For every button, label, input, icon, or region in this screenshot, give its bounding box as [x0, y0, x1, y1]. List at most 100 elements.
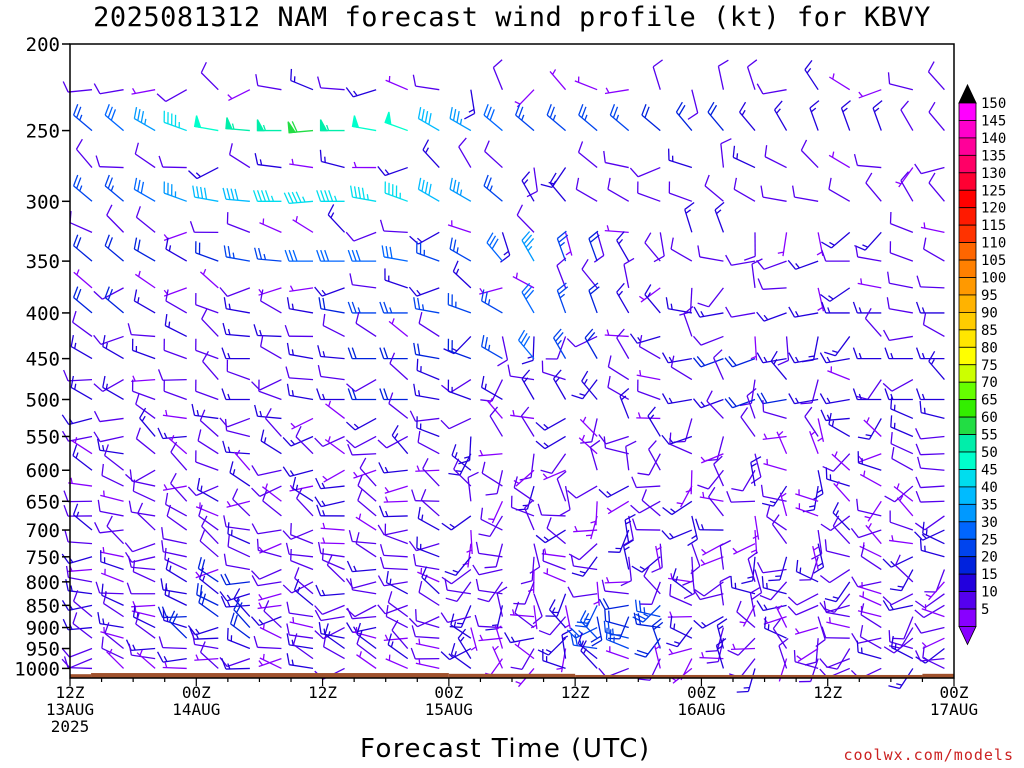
barb-full [189, 221, 195, 233]
barb-full [889, 588, 902, 592]
barb-half [79, 185, 83, 192]
barb-staff [890, 223, 914, 233]
wind-barb [157, 427, 187, 440]
wind-barb [284, 249, 313, 262]
wind-barb [616, 282, 630, 314]
barb-full [412, 74, 417, 87]
wind-barb [859, 591, 882, 606]
wind-barb [189, 221, 219, 234]
barb-full [286, 633, 290, 645]
wind-barb [641, 104, 661, 132]
barb-staff [384, 529, 408, 536]
barb-full [355, 249, 361, 262]
wind-barb [828, 151, 851, 169]
wind-barb [221, 388, 250, 401]
wind-barb [223, 297, 250, 314]
barb-staff [607, 188, 630, 202]
barb-full [761, 502, 774, 507]
barb-staff [556, 238, 567, 262]
barb-staff [543, 469, 566, 481]
barb-full [851, 576, 859, 588]
barb-half [925, 594, 932, 598]
wind-barb [915, 650, 945, 662]
barb-staff [68, 576, 93, 583]
colorbar-label: 105 [981, 253, 1006, 269]
wind-barb [640, 581, 661, 605]
barb-full [719, 575, 731, 583]
barb-full [872, 100, 883, 109]
wind-barb [575, 605, 598, 628]
wind-barb [625, 440, 637, 471]
wind-barb [890, 397, 914, 420]
barb-full [824, 351, 836, 357]
barb-full [578, 104, 584, 116]
wind-barb [104, 104, 124, 132]
y-tick-label: 400 [26, 303, 60, 325]
barb-half [264, 483, 268, 490]
barb-staff [659, 232, 665, 257]
barb-full [716, 638, 727, 646]
barb-half [701, 651, 705, 658]
barb-half [831, 420, 835, 427]
wind-barb [622, 539, 634, 570]
barb-full [349, 273, 353, 285]
barb-full [917, 456, 922, 469]
wind-barb [756, 392, 787, 405]
barb-staff [227, 223, 251, 233]
barb-half [322, 510, 326, 517]
wind-barb [598, 598, 629, 610]
barb-full [546, 517, 552, 529]
barb-full [589, 286, 600, 295]
wind-barb [604, 329, 629, 338]
barb-half [552, 114, 556, 121]
wind-barb [816, 232, 824, 257]
wind-barb [411, 625, 440, 639]
wind-barb [410, 647, 440, 660]
barb-full [196, 186, 200, 198]
barb-staff [134, 153, 156, 169]
barb-staff [774, 109, 788, 131]
wind-barb [227, 522, 251, 545]
wind-barb [524, 499, 535, 531]
barb-full [457, 628, 467, 639]
barb-staff [922, 657, 945, 670]
barb-staff [924, 515, 945, 531]
wind-barb [607, 355, 630, 381]
barb-staff [797, 647, 819, 663]
barb-full [635, 613, 647, 620]
wind-barb [314, 435, 345, 448]
barb-full [582, 613, 590, 625]
x-tick-label: 15AUG [425, 700, 473, 719]
barb-half [357, 307, 361, 314]
wind-barb [922, 313, 945, 338]
wind-barb [466, 530, 473, 555]
barb-staff [691, 89, 699, 114]
barb-staff [813, 485, 819, 510]
barb-staff [451, 653, 472, 669]
barb-staff [260, 346, 282, 360]
barb-full [538, 629, 551, 636]
barb-staff [383, 469, 408, 474]
barb-full [884, 495, 896, 503]
wind-barb [743, 232, 756, 261]
barb-half [70, 477, 73, 484]
wind-barb [135, 392, 156, 419]
barb-staff [417, 441, 440, 455]
barb-half [763, 604, 768, 610]
wind-barb [882, 556, 914, 568]
barb-half [921, 352, 926, 359]
barb-staff [604, 590, 629, 595]
barb-half [163, 234, 169, 240]
barb-staff [296, 497, 314, 517]
ground-segment [448, 673, 576, 678]
barb-staff [163, 551, 187, 558]
wind-barb [484, 543, 504, 569]
barb-full [504, 632, 511, 643]
wind-barb [604, 225, 629, 234]
barb-half [232, 469, 236, 476]
barb-full [133, 107, 138, 119]
barb-half [584, 114, 588, 121]
wind-barb [556, 257, 567, 289]
barb-half [543, 548, 547, 555]
wind-barb [624, 513, 636, 544]
